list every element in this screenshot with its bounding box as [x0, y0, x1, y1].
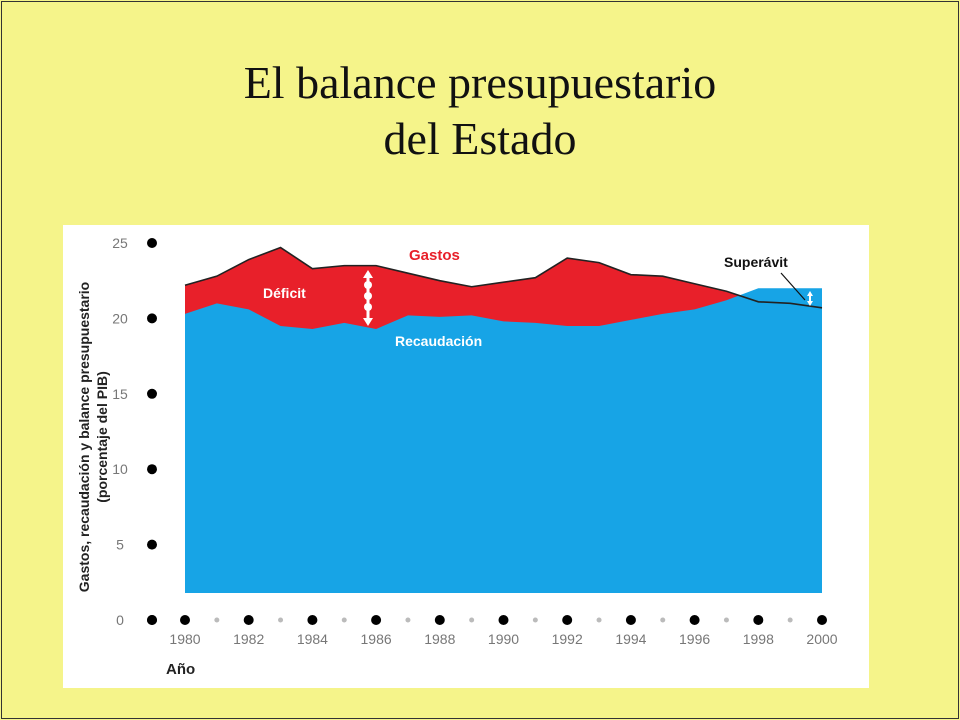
recaudacion-area [185, 288, 822, 593]
x-axis-minor-dot [723, 617, 729, 623]
superavit-label: Superávit [724, 254, 788, 270]
y-axis-dot [147, 313, 157, 324]
recaudacion-label: Recaudación [395, 333, 482, 349]
gastos-line [184, 246, 823, 309]
x-axis-dot [753, 615, 764, 625]
superavit-arrow-icon [807, 291, 813, 306]
x-axis-label: Año [166, 661, 195, 678]
budget-chart: 0 5 10 15 20 25 1980 1982 1984 1986 1988 1990 1992 19… [76, 235, 838, 678]
slide-title: El balance presupuestario del Estado [0, 55, 960, 167]
y-tick-label: 15 [112, 386, 128, 402]
x-tick-label: 1986 [361, 631, 392, 647]
y-axis-dot [147, 238, 157, 248]
x-tick-label: 1982 [233, 631, 264, 647]
y-tick-label: 20 [112, 310, 128, 326]
superavit-pointer [780, 272, 806, 301]
x-axis-minor-dot [278, 617, 284, 623]
chart-panel: 0 5 10 15 20 25 1980 1982 1984 1986 1988 1990 1992 19… [63, 225, 869, 688]
x-axis-dot [307, 615, 318, 625]
x-axis-minor-dot [469, 617, 475, 623]
x-axis-minor-dot [596, 617, 602, 623]
x-axis-dot [434, 615, 445, 625]
x-axis-dot [371, 615, 382, 625]
y-axis-dot [147, 464, 157, 475]
x-axis-minor-dot [341, 617, 347, 623]
x-axis-minor-dot [787, 617, 793, 623]
x-tick-label: 1992 [552, 631, 583, 647]
x-axis-minor-dot [532, 617, 538, 623]
x-axis-dot [498, 615, 509, 625]
deficit-label: Déficit [263, 285, 306, 301]
x-tick-label: 1996 [679, 631, 710, 647]
y-tick-label: 25 [112, 235, 128, 251]
gastos-label: Gastos [409, 247, 460, 264]
y-axis-label: Gastos, recaudación y balance presupuest… [76, 282, 92, 592]
x-tick-label: 1980 [169, 631, 200, 647]
x-axis-dot [243, 615, 254, 625]
y-tick-label: 10 [112, 461, 128, 477]
x-tick-label: 1998 [743, 631, 774, 647]
x-tick-label: 1984 [297, 631, 328, 647]
x-axis-dot [562, 615, 573, 625]
x-tick-label: 2000 [806, 631, 837, 647]
x-tick-label: 1988 [424, 631, 455, 647]
x-tick-label: 1994 [615, 631, 646, 647]
x-axis-minor-dot [214, 617, 220, 623]
deficit-arrow-icon [363, 270, 373, 326]
x-axis-dot [180, 615, 190, 625]
y-tick-label: 5 [116, 537, 124, 553]
y-axis-dot [147, 388, 157, 399]
title-line-1: El balance presupuestario [243, 57, 717, 108]
x-axis-dot [817, 615, 827, 625]
origin-dot [147, 615, 157, 625]
x-axis-minor-dot [660, 617, 666, 623]
y-axis-label-unit: (porcentaje del PIB) [94, 371, 110, 502]
x-axis-minor-dot [405, 617, 411, 623]
x-axis-dot [689, 615, 700, 625]
title-line-2: del Estado [383, 113, 577, 164]
y-tick-label: 0 [116, 612, 124, 628]
y-axis-dot [147, 539, 157, 550]
x-axis-dot [625, 615, 636, 625]
x-tick-label: 1990 [488, 631, 519, 647]
